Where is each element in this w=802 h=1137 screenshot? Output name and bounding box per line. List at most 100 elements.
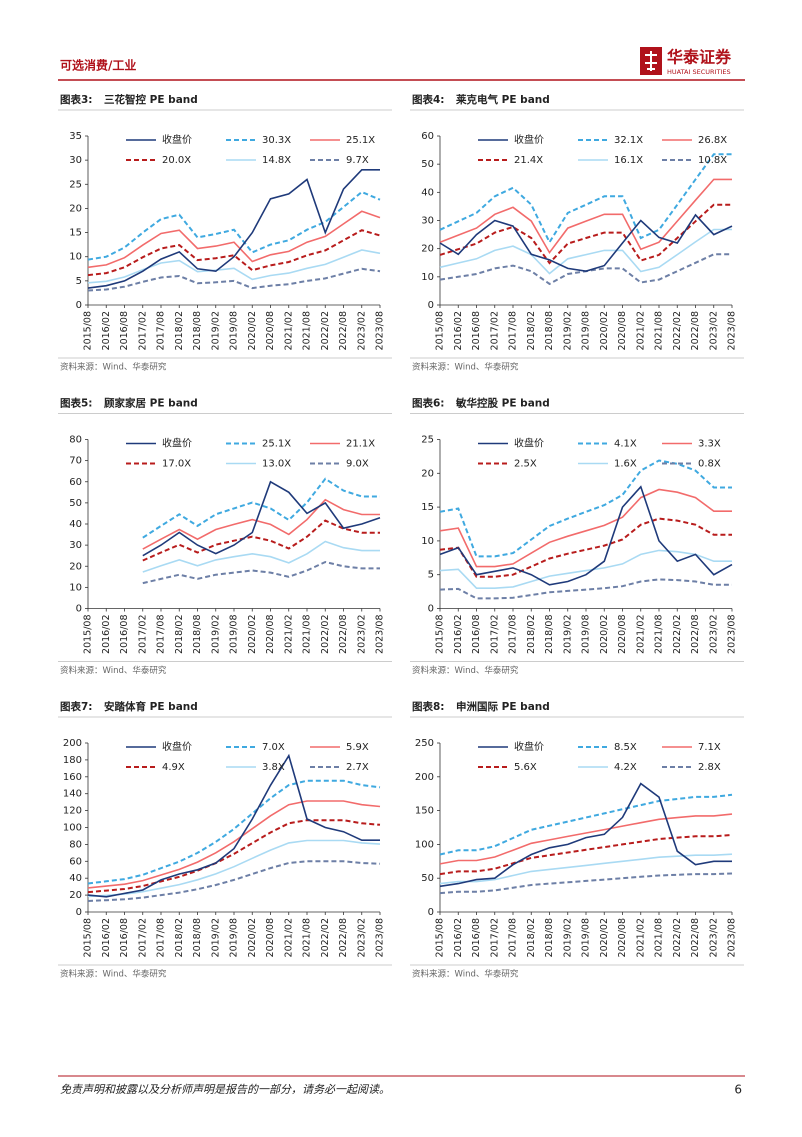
source: 资料来源：Wind、华泰研究 xyxy=(412,665,519,676)
chart-title: 安踏体育 PE band xyxy=(104,700,198,713)
chart-title: 顾家家居 PE band xyxy=(104,397,198,410)
series-line xyxy=(142,519,380,562)
y-tick-label: 150 xyxy=(415,806,434,817)
series-line xyxy=(87,249,381,284)
source: 资料来源：Wind、华泰研究 xyxy=(412,362,519,373)
page-number: 6 xyxy=(734,1083,742,1097)
x-tick-label: 2017/08 xyxy=(508,615,519,654)
x-tick-label: 2019/02 xyxy=(210,918,221,957)
x-tick-label: 2022/02 xyxy=(672,918,683,957)
x-tick-label: 2018/08 xyxy=(544,615,555,654)
chart-title: 申洲国际 PE band xyxy=(456,700,550,713)
y-tick-label: 30 xyxy=(69,155,82,166)
y-tick-label: 40 xyxy=(69,519,82,530)
series-line xyxy=(87,800,381,889)
series-line xyxy=(439,485,733,586)
x-tick-label: 2019/08 xyxy=(581,311,592,350)
x-tick-label: 2018/02 xyxy=(526,311,537,350)
series-line xyxy=(87,839,381,898)
y-tick-label: 20 xyxy=(421,244,434,255)
series-line xyxy=(87,267,381,292)
series-line xyxy=(439,459,732,558)
series-line xyxy=(439,813,733,865)
x-tick-label: 2021/08 xyxy=(654,615,665,654)
y-tick-label: 15 xyxy=(421,502,434,513)
series-line xyxy=(87,779,381,885)
y-tick-label: 15 xyxy=(69,228,82,239)
legend-label: 收盘价 xyxy=(514,437,544,450)
x-tick-label: 2018/02 xyxy=(526,615,537,654)
x-tick-label: 2019/08 xyxy=(229,615,240,654)
x-tick-label: 2017/02 xyxy=(137,311,148,350)
x-tick-label: 2022/08 xyxy=(338,311,349,350)
x-tick-label: 2023/02 xyxy=(708,918,719,957)
legend-label: 25.1X xyxy=(346,135,375,146)
y-tick-label: 30 xyxy=(421,216,434,227)
legend-label: 8.5X xyxy=(614,742,637,753)
series-line xyxy=(87,210,381,269)
x-tick-label: 2016/08 xyxy=(119,311,130,350)
legend-label: 1.6X xyxy=(614,459,637,470)
x-tick-label: 2018/02 xyxy=(526,918,537,957)
x-tick-label: 2020/08 xyxy=(265,918,276,957)
y-tick-label: 60 xyxy=(69,477,82,488)
legend-label: 2.5X xyxy=(514,459,537,470)
series-line xyxy=(439,213,733,273)
legend-label: 9.7X xyxy=(346,155,369,166)
y-tick-label: 10 xyxy=(421,536,434,547)
legend-label: 5.6X xyxy=(514,762,537,773)
y-tick-label: 180 xyxy=(63,755,82,766)
x-tick-label: 2019/02 xyxy=(210,311,221,350)
legend-label: 3.3X xyxy=(698,439,721,450)
x-tick-label: 2016/08 xyxy=(471,615,482,654)
y-tick-label: 0 xyxy=(76,604,82,615)
y-tick-label: 10 xyxy=(69,252,82,263)
x-tick-label: 2020/02 xyxy=(247,615,258,654)
y-tick-label: 200 xyxy=(415,772,434,783)
x-tick-label: 2021/08 xyxy=(654,311,665,350)
chart-label: 图表5: xyxy=(60,397,93,410)
series-line xyxy=(87,169,380,289)
series-line xyxy=(87,819,381,894)
legend-label: 2.7X xyxy=(346,762,369,773)
x-tick-label: 2023/08 xyxy=(375,311,386,350)
x-tick-label: 2021/02 xyxy=(635,918,646,957)
series-line xyxy=(439,793,733,856)
series-line xyxy=(439,517,732,578)
legend-label: 32.1X xyxy=(614,135,643,146)
chart-label: 图表3: xyxy=(60,93,93,106)
series-line xyxy=(439,488,732,568)
y-tick-label: 0 xyxy=(428,907,434,918)
y-tick-label: 160 xyxy=(63,772,82,783)
legend-label: 0.8X xyxy=(698,459,721,470)
x-tick-label: 2017/02 xyxy=(489,615,500,654)
x-tick-label: 2017/08 xyxy=(156,615,167,654)
x-tick-label: 2019/08 xyxy=(229,918,240,957)
series-line xyxy=(439,782,732,888)
series-line xyxy=(87,753,380,898)
x-tick-label: 2016/08 xyxy=(119,918,130,957)
x-tick-label: 2016/02 xyxy=(101,311,112,350)
chart-label: 图表7: xyxy=(60,700,93,713)
x-tick-label: 2017/02 xyxy=(137,615,148,654)
logo-glyph xyxy=(645,51,657,71)
series-line xyxy=(439,578,732,600)
y-tick-label: 10 xyxy=(69,582,82,593)
series-line xyxy=(439,872,733,895)
x-tick-label: 2022/08 xyxy=(338,615,349,654)
y-tick-label: 20 xyxy=(69,203,82,214)
legend-label: 26.8X xyxy=(698,135,727,146)
x-tick-label: 2015/08 xyxy=(435,615,446,654)
x-tick-label: 2016/02 xyxy=(101,918,112,957)
y-tick-label: 80 xyxy=(69,839,82,850)
x-tick-label: 2018/08 xyxy=(192,918,203,957)
y-tick-label: 0 xyxy=(76,907,82,918)
x-tick-label: 2017/02 xyxy=(489,311,500,350)
legend-label: 13.0X xyxy=(262,459,291,470)
y-tick-label: 50 xyxy=(421,873,434,884)
y-tick-label: 120 xyxy=(63,806,82,817)
legend-label: 4.1X xyxy=(614,439,637,450)
y-tick-label: 25 xyxy=(421,435,434,446)
legend-label: 收盘价 xyxy=(162,133,192,146)
legend-label: 21.4X xyxy=(514,155,543,166)
